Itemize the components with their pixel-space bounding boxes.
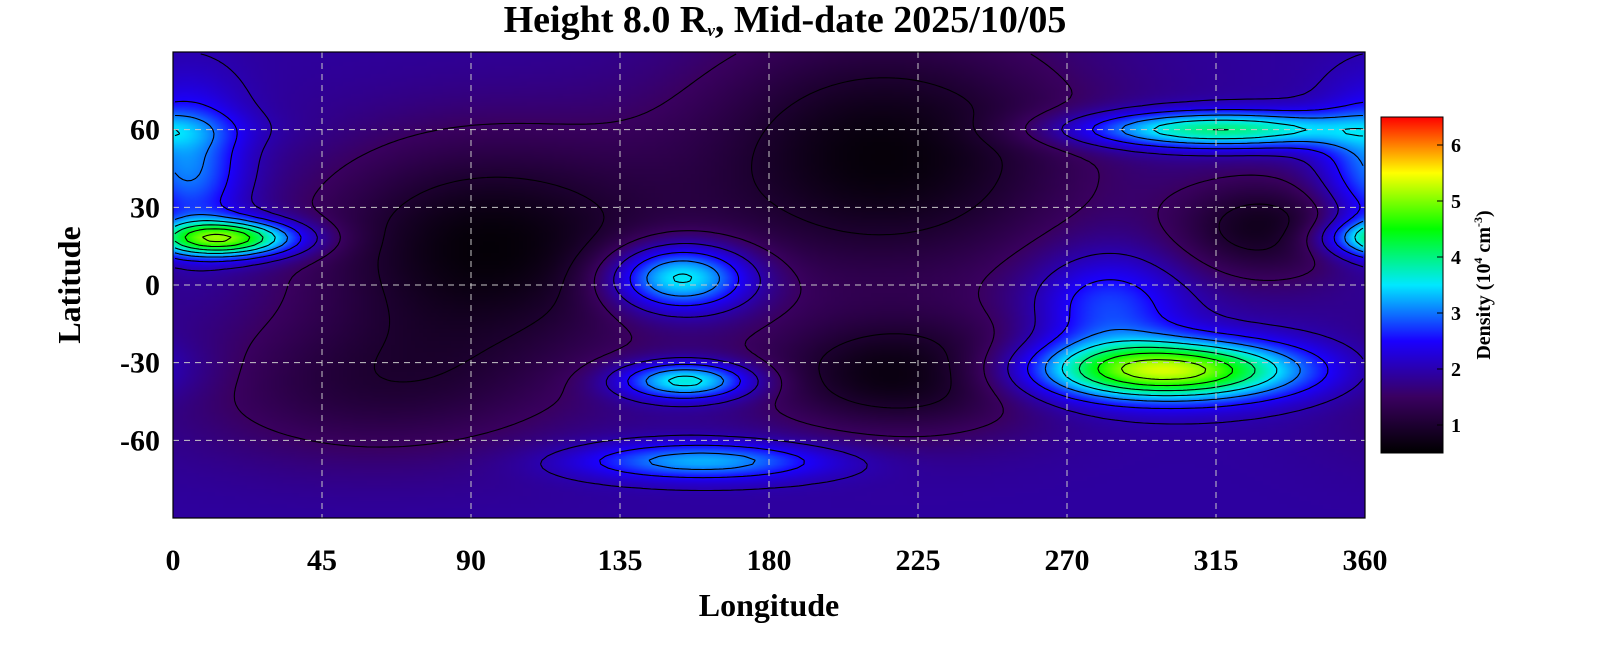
colorbar-tick-label-2: 2 — [1451, 359, 1461, 381]
colorbar-tick-label-6: 6 — [1451, 135, 1461, 157]
contour-level-1 — [373, 77, 1290, 409]
colorbar-tick-label-3: 3 — [1451, 303, 1461, 325]
colorbar-tick-label-4: 4 — [1451, 247, 1461, 269]
y-axis-label: Latitude — [51, 226, 87, 343]
colorbar-tick-label-5: 5 — [1451, 191, 1461, 213]
colorbar-label-suffix: ) — [1473, 210, 1495, 217]
plot-frame — [172, 51, 1366, 519]
title-subscript: ν — [707, 21, 715, 40]
contour-level-4 — [174, 128, 1256, 392]
chart-title: Height 8.0 Rν, Mid-date 2025/10/05 — [0, 0, 1570, 51]
y-tick-label-30: 30 — [130, 191, 160, 224]
colorbar-label-prefix: Density (10 — [1473, 264, 1495, 360]
contour-level-2-5 — [174, 100, 1364, 479]
y-tick-label--30: -30 — [120, 347, 160, 380]
title-suffix: , Mid-date 2025/10/05 — [714, 0, 1067, 41]
contour-level-4-5 — [184, 228, 1234, 387]
x-tick-label-180: 180 — [747, 544, 792, 577]
x-axis-label: Longitude — [699, 587, 839, 623]
x-tick-label-270: 270 — [1045, 544, 1090, 577]
y-tick-label--60: -60 — [120, 424, 160, 457]
colorbar-label-exponent: 4 — [1471, 258, 1485, 264]
x-tick-label-360: 360 — [1343, 544, 1388, 577]
grid-lines — [173, 52, 1365, 518]
contour-lines — [174, 53, 1364, 492]
x-tick-label-0: 0 — [166, 544, 181, 577]
colorbar-label: Density (104 cm-3) — [1471, 210, 1495, 359]
colorbar-label-unit: cm — [1473, 227, 1495, 258]
y-tick-label-0: 0 — [145, 269, 160, 302]
contour-level-2 — [174, 53, 1364, 492]
colorbar-label-unit-exponent: -3 — [1471, 217, 1485, 227]
contour-level-3-5 — [174, 119, 1364, 397]
x-axis-ticks: 0 45 90 135 180 225 270 315 360 — [166, 544, 1388, 577]
colorbar-ticks: 1 2 3 4 5 6 — [1437, 135, 1461, 437]
x-tick-label-90: 90 — [456, 544, 486, 577]
colorbar-tick-label-1: 1 — [1451, 415, 1461, 437]
x-tick-label-315: 315 — [1194, 544, 1239, 577]
colorbar — [1380, 116, 1444, 454]
y-axis-ticks: 60 30 0 -30 -60 — [120, 114, 160, 458]
title-prefix: Height 8.0 R — [503, 0, 708, 41]
contour-level-1-5 — [233, 53, 1319, 448]
x-tick-label-225: 225 — [896, 544, 941, 577]
contour-level-3 — [174, 114, 1364, 471]
x-tick-label-135: 135 — [598, 544, 643, 577]
x-tick-label-45: 45 — [307, 544, 337, 577]
y-tick-label-60: 60 — [130, 114, 160, 147]
